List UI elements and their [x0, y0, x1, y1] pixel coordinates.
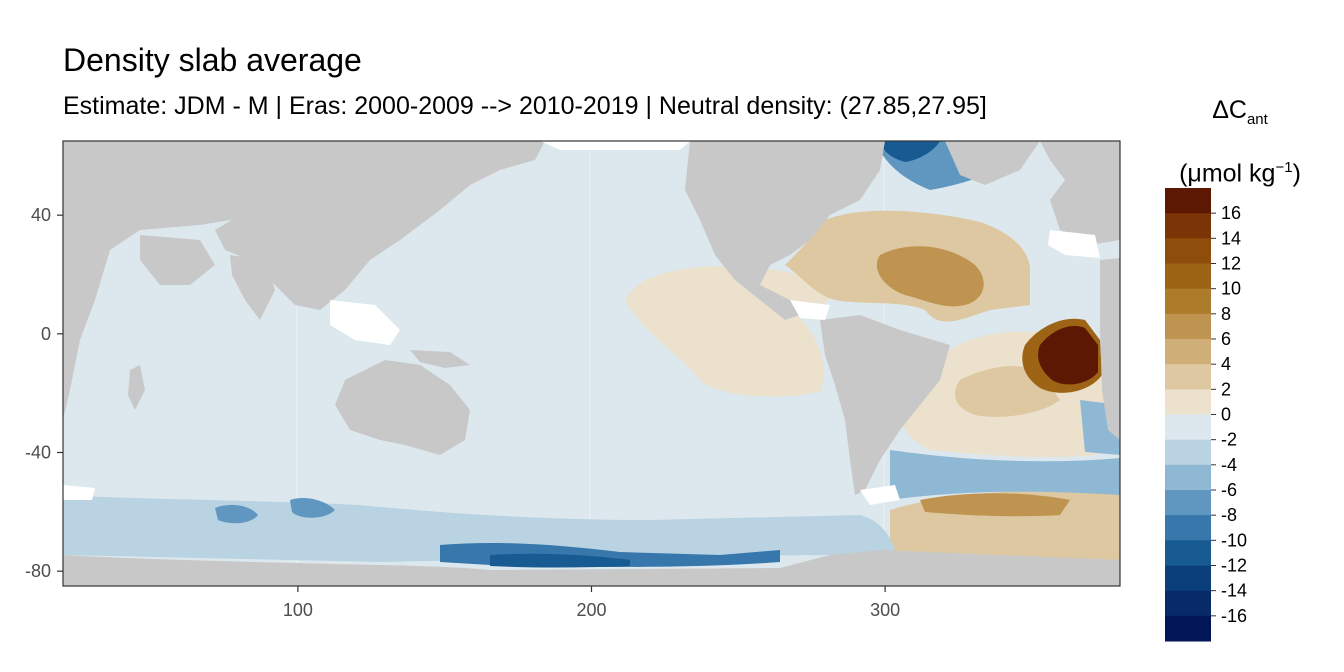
legend-color-step [1165, 238, 1211, 264]
x-tick-label: 300 [870, 600, 900, 620]
legend-color-step [1165, 515, 1211, 541]
legend-title: ΔCant (μmol kg−1) [1160, 86, 1320, 197]
legend-units-close: ) [1292, 159, 1301, 188]
land-asia [215, 141, 545, 310]
legend-tick-label: 4 [1221, 354, 1231, 374]
land-south-america [820, 315, 950, 495]
legend-color-step [1165, 439, 1211, 466]
no-data-caribbean [790, 300, 830, 320]
legend-labels: 16 14 12 10 8 6 4 2 0 -2 -4 -6 -8 -10 -12 -14 -16 [1211, 203, 1247, 626]
legend-color-step [1165, 313, 1211, 340]
x-tick-label: 200 [576, 600, 606, 620]
anomaly-ross-sea-core [490, 553, 630, 568]
legend-tick-label: 12 [1221, 254, 1241, 274]
anomaly-nordic-seas [880, 141, 940, 162]
land-europe [1040, 141, 1120, 245]
legend-color-step [1165, 565, 1211, 592]
legend-colorbar [1165, 188, 1211, 642]
legend-tick-label: 8 [1221, 304, 1231, 324]
legend-tick-label: 16 [1221, 203, 1241, 223]
legend-color-step [1165, 464, 1211, 491]
legend-tick-label: -4 [1221, 455, 1237, 475]
land-greenland [945, 141, 1040, 185]
legend-units-sup: −1 [1275, 159, 1293, 176]
land-madagascar [128, 365, 145, 410]
legend-tick-label: -16 [1221, 606, 1247, 626]
anomaly-north-atlantic-mid [876, 246, 984, 307]
y-tick-label: 40 [31, 205, 51, 225]
legend-tick-label: 6 [1221, 329, 1231, 349]
legend-tick-label: -8 [1221, 505, 1237, 525]
legend-color-step [1165, 339, 1211, 365]
legend-title-variable: ΔCant [1160, 86, 1320, 144]
plot-subtitle: Estimate: JDM - M | Eras: 2000-2009 --> … [63, 92, 987, 120]
anomaly-southern-ocean-blue [63, 495, 895, 562]
legend-color-step [1165, 188, 1211, 214]
anomaly-southern-band-east-mid [920, 493, 1070, 517]
legend-tick-label: -14 [1221, 581, 1247, 601]
legend-tick-label: -12 [1221, 556, 1247, 576]
no-data-indonesia [330, 300, 400, 345]
legend-tick-label: 2 [1221, 379, 1231, 399]
legend-color-step [1165, 389, 1211, 415]
legend-color-step [1165, 540, 1211, 566]
legend-color-step [1165, 288, 1211, 315]
no-data-patches [63, 141, 1100, 505]
legend-units-open: (μmol kg [1179, 159, 1276, 188]
legend-color-step [1165, 414, 1211, 441]
legend-tick-label: -2 [1221, 430, 1237, 450]
anomaly-kerguelen-blob [215, 504, 258, 524]
legend-color-step [1165, 364, 1211, 390]
legend-tick-label: 14 [1221, 228, 1241, 248]
land-africa-east [1100, 258, 1120, 440]
land-new-guinea [410, 350, 470, 368]
x-axis: 100 200 300 [283, 586, 900, 620]
no-data-arctic [540, 141, 690, 150]
legend-title-sub: ant [1246, 111, 1268, 128]
no-data-antarctic-margin [63, 485, 95, 500]
legend-color-step [1165, 213, 1211, 239]
map-layers [63, 141, 1120, 586]
land-india [230, 255, 275, 320]
land-arabia [140, 235, 215, 285]
x-tick-label: 100 [283, 600, 313, 620]
anomaly-south-indian-blob [290, 498, 335, 518]
legend-title-units: (μmol kg−1) [1160, 144, 1320, 197]
no-data-mediterranean [1048, 230, 1100, 258]
plot-title: Density slab average [63, 42, 362, 78]
land-north-america [685, 141, 885, 320]
no-data-drake-passage [860, 485, 900, 505]
legend-color-step [1165, 490, 1211, 516]
legend-color-step [1165, 615, 1211, 642]
legend-tick-label: 10 [1221, 279, 1241, 299]
legend-title-main: ΔC [1212, 96, 1247, 124]
legend-tick-label: -10 [1221, 530, 1247, 550]
anomaly-weddell-sea [890, 450, 1120, 500]
land-antarctica [63, 550, 1120, 586]
legend-tick-label: -6 [1221, 480, 1237, 500]
y-tick-label: 0 [41, 324, 51, 344]
legend-color-step [1165, 590, 1211, 617]
y-tick-label: -80 [25, 561, 51, 581]
land-africa-west [63, 141, 430, 420]
y-axis: 40 0 -40 -80 [25, 205, 63, 581]
land-masses [63, 141, 1120, 586]
land-australia [335, 360, 470, 455]
y-tick-label: -40 [25, 443, 51, 463]
anomaly-gulf-guinea-core [1038, 325, 1098, 385]
legend-color-step [1165, 263, 1211, 290]
legend-tick-label: 0 [1221, 405, 1231, 425]
